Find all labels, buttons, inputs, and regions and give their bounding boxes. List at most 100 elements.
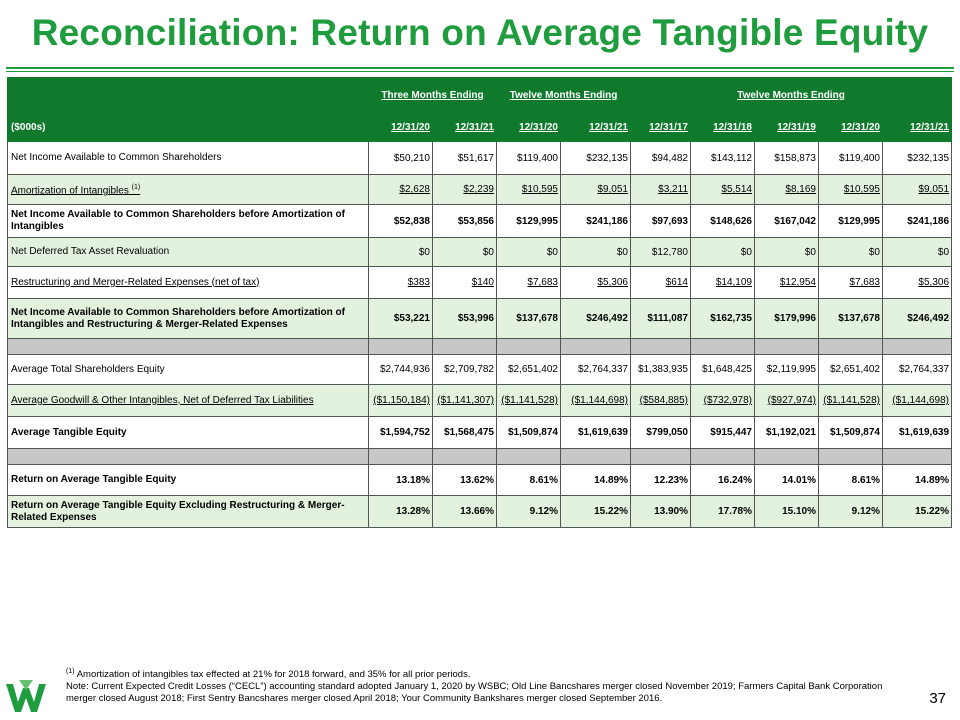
footnote-line-2: Note: Current Expected Credit Losses (“C… [66, 681, 883, 705]
group-twelve-months: Twelve Months Ending [496, 77, 631, 114]
value-cell: $232,135 [560, 141, 631, 175]
value-cell: ($1,144,698) [560, 384, 631, 417]
value-cell: ($1,144,698) [881, 384, 953, 417]
value-cell: ($584,885) [630, 384, 691, 417]
value-cell: $137,678 [496, 298, 561, 339]
table-row: Restructuring and Merger-Related Expense… [7, 266, 953, 299]
value-cell: $2,744,936 [368, 354, 433, 385]
value-cell: $0 [560, 237, 631, 267]
table-row: Average Goodwill & Other Intangibles, Ne… [7, 384, 953, 417]
value-cell: $12,954 [754, 266, 819, 299]
value-cell: 13.66% [432, 495, 497, 528]
group-twelve-months-annual: Twelve Months Ending [629, 77, 953, 114]
value-cell: $94,482 [630, 141, 691, 175]
table-row: Return on Average Tangible Equity 13.18% 1… [7, 464, 953, 496]
value-cell: 8.61% [496, 464, 561, 496]
table-row: Net Income Available to Common Sharehold… [7, 141, 953, 175]
value-cell: $1,192,021 [754, 416, 819, 449]
date-header: 12/31/19 [754, 113, 819, 142]
value-cell: $137,678 [818, 298, 883, 339]
value-cell: $3,211 [630, 174, 691, 205]
value-cell: $241,186 [881, 204, 953, 238]
value-cell: $1,648,425 [690, 354, 755, 385]
page-title: Reconciliation: Return on Average Tangib… [31, 12, 929, 53]
date-header: 12/31/21 [560, 113, 631, 142]
header-group-row: Three Months Ending Twelve Months Ending… [7, 77, 953, 114]
value-cell: 9.12% [818, 495, 883, 528]
value-cell: $148,626 [690, 204, 755, 238]
value-cell: $5,306 [560, 266, 631, 299]
value-cell: $12,780 [630, 237, 691, 267]
table-row: Amortization of Intangibles (1) $2,628 $2,… [7, 174, 953, 205]
value-cell: $0 [881, 237, 953, 267]
header-date-row: ($000s) 12/31/20 12/31/21 12/31/20 12/31… [7, 113, 953, 142]
value-cell: 15.22% [881, 495, 953, 528]
value-cell: ($1,141,307) [432, 384, 497, 417]
value-cell: $129,995 [818, 204, 883, 238]
wesbanco-logo-icon [6, 680, 46, 712]
value-cell: $232,135 [881, 141, 953, 175]
value-cell: ($1,141,528) [818, 384, 883, 417]
value-cell: 13.18% [368, 464, 433, 496]
value-cell: $2,239 [432, 174, 497, 205]
value-cell: $51,617 [432, 141, 497, 175]
footnote-line-1: Amortization of intangibles tax effected… [76, 669, 471, 681]
row-label: Average Total Shareholders Equity [7, 354, 369, 385]
value-cell: ($1,141,528) [496, 384, 561, 417]
value-cell: 13.62% [432, 464, 497, 496]
value-cell: ($927,974) [754, 384, 819, 417]
value-cell: $53,221 [368, 298, 433, 339]
value-cell: $0 [754, 237, 819, 267]
value-cell: $915,447 [690, 416, 755, 449]
row-label: Restructuring and Merger-Related Expense… [7, 266, 369, 299]
date-header: 12/31/18 [690, 113, 755, 142]
date-header: 12/31/17 [630, 113, 691, 142]
table-row: Return on Average Tangible Equity Exclud… [7, 495, 953, 528]
value-cell: $97,693 [630, 204, 691, 238]
value-cell: $2,764,337 [881, 354, 953, 385]
value-cell: $614 [630, 266, 691, 299]
value-cell: $799,050 [630, 416, 691, 449]
value-cell: $7,683 [496, 266, 561, 299]
value-cell: 14.89% [560, 464, 631, 496]
date-header: 12/31/20 [368, 113, 433, 142]
value-cell: $10,595 [818, 174, 883, 205]
value-cell: 16.24% [690, 464, 755, 496]
value-cell: $8,169 [754, 174, 819, 205]
table-row: Net Deferred Tax Asset Revaluation $0 $0 $0… [7, 237, 953, 267]
value-cell: $5,514 [690, 174, 755, 205]
date-header: 12/31/21 [432, 113, 497, 142]
date-header: 12/31/20 [496, 113, 561, 142]
value-cell: $0 [818, 237, 883, 267]
footnote-marker: (1) [66, 668, 75, 675]
value-cell: 14.89% [881, 464, 953, 496]
value-cell: $162,735 [690, 298, 755, 339]
table-row: Average Tangible Equity $1,594,752 $1,568,… [7, 416, 953, 449]
value-cell: 9.12% [496, 495, 561, 528]
value-cell: $1,568,475 [432, 416, 497, 449]
page-number: 37 [929, 690, 946, 707]
date-header: 12/31/20 [818, 113, 883, 142]
value-cell: $7,683 [818, 266, 883, 299]
value-cell: $0 [496, 237, 561, 267]
value-cell: $9,051 [560, 174, 631, 205]
value-cell: $2,709,782 [432, 354, 497, 385]
value-cell: $10,595 [496, 174, 561, 205]
footnote: (1) Amortization of intangibles tax effe… [66, 666, 906, 705]
value-cell: $129,995 [496, 204, 561, 238]
value-cell: $5,306 [881, 266, 953, 299]
date-header: 12/31/21 [881, 113, 953, 142]
value-cell: $158,873 [754, 141, 819, 175]
value-cell: 15.10% [754, 495, 819, 528]
table-row: Average Total Shareholders Equity $2,744,… [7, 354, 953, 385]
value-cell: 14.01% [754, 464, 819, 496]
row-label: Net Income Available to Common Sharehold… [7, 298, 369, 339]
value-cell: $2,651,402 [818, 354, 883, 385]
value-cell: 13.90% [630, 495, 691, 528]
value-cell: $140 [432, 266, 497, 299]
value-cell: $167,042 [754, 204, 819, 238]
value-cell: $1,509,874 [496, 416, 561, 449]
value-cell: $383 [368, 266, 433, 299]
value-cell: 13.28% [368, 495, 433, 528]
row-label: Net Deferred Tax Asset Revaluation [7, 237, 369, 267]
